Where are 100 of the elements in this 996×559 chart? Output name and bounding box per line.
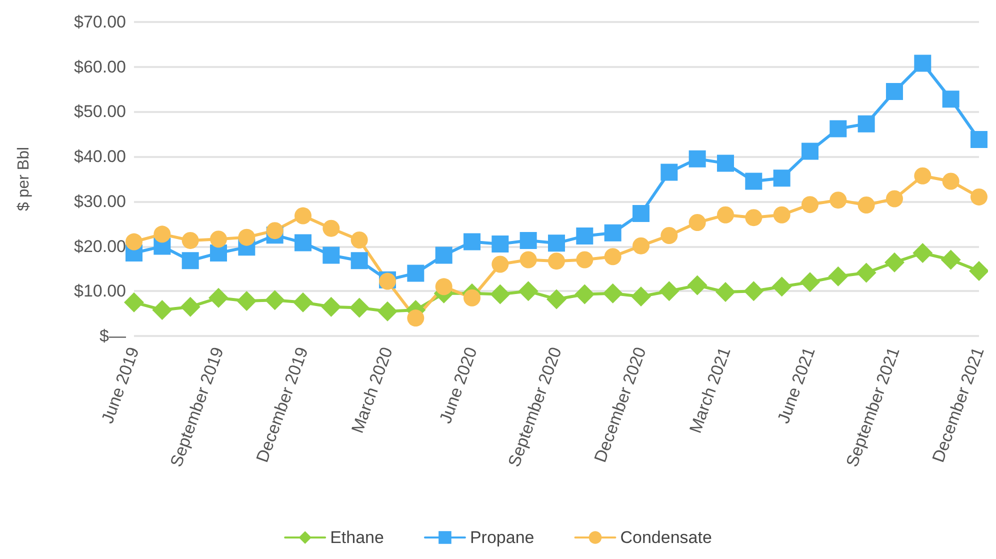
point	[632, 205, 650, 222]
point	[828, 266, 848, 286]
point	[292, 292, 313, 312]
point	[294, 234, 312, 252]
point	[236, 291, 257, 312]
point	[660, 227, 678, 244]
point	[604, 248, 622, 266]
point	[716, 154, 734, 172]
point	[745, 172, 762, 190]
point	[886, 190, 903, 208]
point	[630, 286, 651, 307]
point	[294, 207, 312, 224]
y-tick-label: $10.00	[74, 282, 126, 301]
point	[745, 209, 762, 226]
legend-label: Propane	[470, 528, 534, 547]
point	[349, 298, 370, 318]
point	[210, 230, 227, 248]
point	[377, 301, 398, 322]
point	[687, 275, 708, 296]
point	[435, 246, 452, 264]
point	[772, 276, 792, 297]
x-tick-label: March 2020	[348, 344, 396, 436]
point	[548, 234, 565, 252]
point	[660, 164, 678, 181]
y-tick-label: $60.00	[74, 57, 126, 76]
point	[520, 232, 537, 249]
y-tick-label: $30.00	[74, 192, 126, 211]
point	[182, 252, 199, 270]
point	[238, 228, 256, 246]
point	[688, 214, 706, 232]
y-tick-label: $50.00	[74, 102, 126, 122]
legend-label: Condensate	[620, 528, 712, 547]
point	[321, 296, 342, 317]
point	[548, 252, 565, 270]
point	[182, 232, 199, 249]
point	[574, 284, 595, 304]
point	[492, 256, 509, 273]
point	[435, 278, 452, 296]
point	[407, 310, 424, 327]
point	[914, 167, 932, 184]
point	[801, 142, 818, 160]
y-tick-label: $40.00	[74, 147, 126, 166]
x-tick-label: June 2020	[436, 344, 481, 426]
point	[180, 296, 200, 317]
point	[632, 237, 650, 254]
point	[152, 300, 172, 320]
point	[492, 236, 509, 253]
point	[688, 150, 706, 168]
y-axis-title: $ per Bbl	[16, 146, 32, 212]
point	[576, 251, 594, 268]
point	[124, 292, 144, 312]
point	[884, 252, 904, 272]
point	[970, 188, 988, 206]
point	[518, 281, 538, 302]
point	[154, 226, 171, 243]
point	[968, 260, 988, 281]
point	[802, 196, 818, 214]
point	[773, 170, 790, 187]
point	[604, 224, 622, 242]
point	[942, 90, 960, 108]
point	[576, 227, 594, 244]
point	[942, 172, 960, 190]
point	[520, 251, 537, 268]
point	[800, 272, 820, 292]
point	[830, 120, 847, 138]
point	[350, 252, 368, 270]
point	[940, 250, 961, 270]
point	[126, 233, 142, 250]
point	[856, 262, 876, 283]
point	[264, 290, 285, 310]
point	[350, 232, 368, 248]
x-tick-label: June 2019	[98, 344, 143, 426]
point	[266, 222, 284, 240]
point	[717, 206, 734, 224]
point	[858, 115, 875, 132]
point	[322, 220, 340, 237]
point	[322, 246, 340, 264]
y-tick-label: $—	[100, 326, 126, 346]
point	[602, 283, 623, 304]
point	[830, 192, 847, 209]
y-tick-label: $20.00	[74, 236, 126, 256]
point	[773, 206, 790, 224]
point	[914, 54, 932, 72]
x-tick-label: March 2021	[686, 344, 734, 436]
point	[886, 83, 903, 100]
point	[464, 289, 480, 306]
legend-label: Ethane	[330, 528, 384, 547]
point	[715, 282, 736, 302]
point	[970, 131, 988, 148]
point	[407, 264, 424, 282]
point	[858, 196, 875, 214]
point	[463, 233, 480, 250]
point	[744, 281, 764, 302]
point	[490, 284, 510, 304]
point	[912, 243, 933, 264]
point	[208, 288, 228, 308]
point	[659, 281, 680, 302]
point	[210, 244, 227, 262]
x-tick-label: June 2021	[774, 344, 819, 426]
y-tick-label: $70.00	[74, 12, 126, 32]
